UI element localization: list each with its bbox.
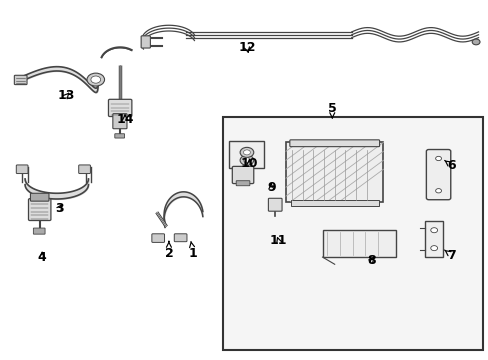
Text: 6: 6 (444, 159, 455, 172)
FancyBboxPatch shape (268, 198, 282, 211)
FancyBboxPatch shape (79, 165, 90, 174)
FancyBboxPatch shape (28, 199, 51, 221)
FancyBboxPatch shape (236, 181, 249, 186)
Bar (285, 142, 383, 202)
Text: 12: 12 (238, 41, 255, 54)
Text: 5: 5 (327, 102, 336, 118)
Circle shape (91, 76, 101, 83)
Bar (424, 221, 443, 257)
Text: 3: 3 (55, 202, 63, 215)
Circle shape (243, 150, 250, 155)
Circle shape (435, 156, 441, 161)
FancyBboxPatch shape (232, 166, 253, 184)
FancyBboxPatch shape (115, 134, 124, 138)
FancyBboxPatch shape (426, 149, 450, 200)
Text: 10: 10 (240, 157, 258, 170)
Text: 1: 1 (188, 242, 197, 260)
FancyBboxPatch shape (30, 193, 49, 201)
Text: 13: 13 (58, 89, 75, 102)
FancyBboxPatch shape (152, 234, 164, 242)
Text: 2: 2 (164, 242, 173, 260)
Circle shape (240, 155, 253, 165)
Text: 4: 4 (38, 251, 46, 264)
Bar (222, 117, 483, 350)
Circle shape (243, 158, 250, 163)
Circle shape (430, 228, 437, 233)
FancyBboxPatch shape (174, 234, 186, 242)
FancyBboxPatch shape (33, 228, 45, 234)
Circle shape (87, 73, 104, 86)
Text: 11: 11 (269, 234, 287, 247)
FancyBboxPatch shape (14, 75, 27, 85)
Text: 7: 7 (444, 249, 455, 262)
FancyBboxPatch shape (16, 165, 28, 174)
Text: 14: 14 (116, 113, 134, 126)
Bar (290, 201, 378, 206)
FancyBboxPatch shape (108, 99, 132, 117)
Circle shape (471, 39, 479, 45)
Text: 9: 9 (266, 181, 275, 194)
Circle shape (430, 246, 437, 251)
Bar (322, 230, 395, 257)
Bar (229, 141, 264, 168)
Circle shape (240, 147, 253, 157)
FancyBboxPatch shape (289, 140, 379, 147)
Circle shape (435, 189, 441, 193)
Text: 8: 8 (366, 254, 375, 267)
FancyBboxPatch shape (113, 114, 127, 129)
FancyBboxPatch shape (141, 36, 150, 48)
